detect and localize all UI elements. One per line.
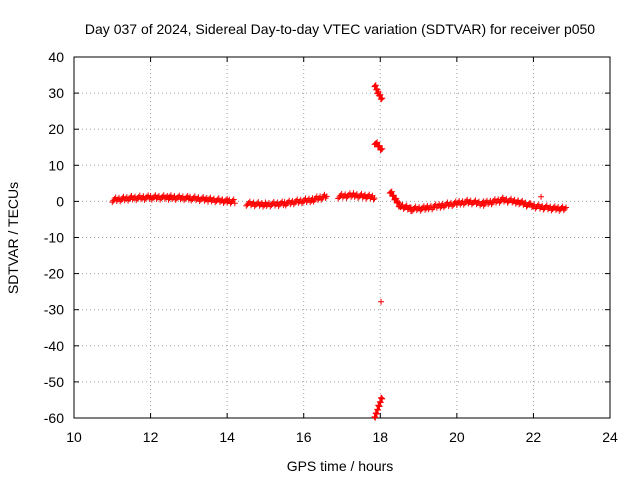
- data-point: [230, 196, 237, 203]
- data-point: [393, 195, 400, 202]
- y-axis-label: SDTVAR / TECUs: [5, 182, 21, 294]
- data-markers: [109, 82, 569, 421]
- y-tick-label: 10: [48, 157, 64, 173]
- x-tick-label: 22: [526, 429, 542, 445]
- y-tick-label: 0: [56, 193, 64, 209]
- data-point: [323, 193, 330, 200]
- x-tick-label: 10: [66, 429, 82, 445]
- data-point: [390, 192, 397, 199]
- data-point: [370, 196, 377, 203]
- data-point: [379, 145, 386, 152]
- x-tick-label: 16: [296, 429, 312, 445]
- data-point: [376, 92, 383, 99]
- y-tick-label: 30: [48, 85, 64, 101]
- data-point: [378, 95, 385, 102]
- x-tick-label: 12: [143, 429, 159, 445]
- data-point: [561, 205, 568, 212]
- data-point: [374, 139, 381, 146]
- data-point: [377, 91, 384, 98]
- data-point: [378, 146, 385, 153]
- data-point: [371, 195, 378, 202]
- data-point: [379, 95, 386, 102]
- data-point: [388, 188, 395, 195]
- x-tick-label: 14: [219, 429, 235, 445]
- data-point: [373, 140, 380, 147]
- data-point: [395, 199, 402, 206]
- x-tick-label: 18: [372, 429, 388, 445]
- y-tick-label: -20: [44, 266, 64, 282]
- y-tick-label: 20: [48, 121, 64, 137]
- y-tick-label: -30: [44, 302, 64, 318]
- x-tick-label: 20: [449, 429, 465, 445]
- data-point: [376, 92, 383, 99]
- x-tick-label: 24: [602, 429, 618, 445]
- data-point: [231, 200, 238, 207]
- grid-lines: [74, 57, 610, 418]
- data-point: [378, 298, 385, 305]
- axis-ticks: 10 12 14 16 18 20 22 24 -60 -50 -40 -30 -20 -10 0 10 20 3…: [44, 49, 618, 445]
- data-point: [376, 142, 383, 149]
- chart-title: Day 037 of 2024, Sidereal Day-to-day VTE…: [85, 21, 595, 37]
- y-tick-label: -60: [44, 410, 64, 426]
- y-tick-label: -40: [44, 338, 64, 354]
- data-point: [371, 413, 378, 420]
- y-tick-label: -10: [44, 230, 64, 246]
- y-tick-label: -50: [44, 374, 64, 390]
- x-axis-label: GPS time / hours: [287, 458, 394, 474]
- data-point: [165, 196, 172, 203]
- data-point: [562, 204, 569, 211]
- y-tick-label: 40: [48, 49, 64, 65]
- data-point: [375, 143, 382, 150]
- data-point: [377, 96, 384, 103]
- data-point: [375, 88, 382, 95]
- data-point: [538, 193, 545, 200]
